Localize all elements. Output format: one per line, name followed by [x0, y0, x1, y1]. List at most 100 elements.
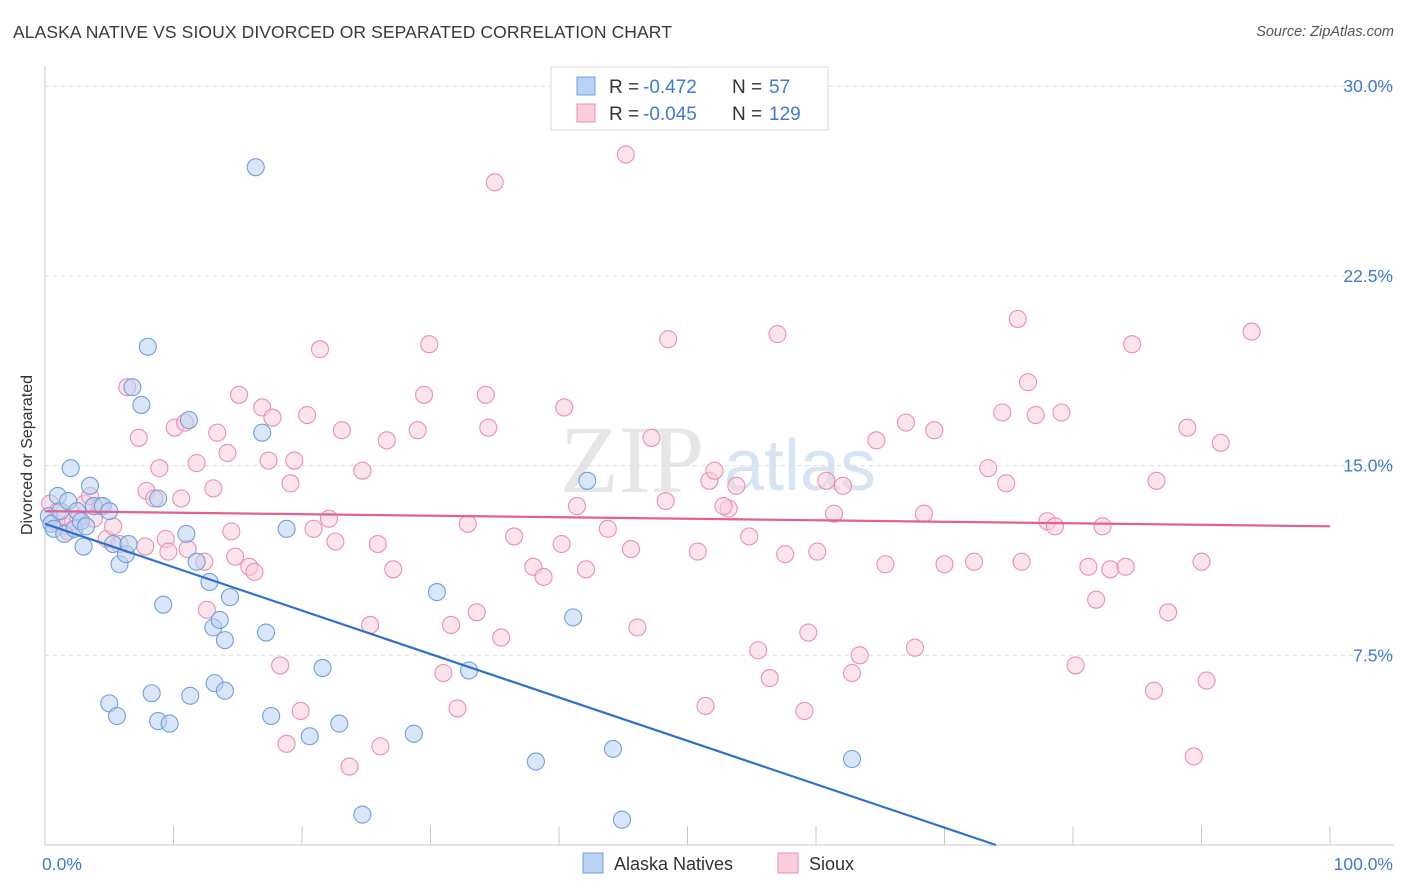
sioux-point [795, 701, 814, 721]
sioux-point [1192, 552, 1211, 571]
sioux-point [850, 646, 869, 665]
watermark: ZIP atlas [560, 406, 876, 513]
sioux-point [187, 454, 206, 473]
sioux-point [197, 600, 216, 619]
sioux-point [914, 504, 933, 523]
alaska-natives-point [149, 489, 168, 508]
sioux-point [377, 431, 396, 450]
alaska-natives-point [142, 684, 161, 703]
sioux-point [997, 474, 1016, 493]
sioux-point [808, 542, 827, 561]
sioux-point [621, 540, 641, 559]
trend-lines [44, 510, 1331, 847]
sioux-point [925, 421, 944, 440]
sioux-point [1093, 517, 1112, 536]
sioux-point [218, 443, 237, 463]
y-tick-label: 22.5% [1343, 266, 1393, 286]
sioux-point [1012, 552, 1031, 571]
sioux-point [353, 461, 372, 480]
alaska-natives-point [123, 378, 142, 397]
sioux-point [555, 398, 574, 417]
alaska-natives-point [179, 411, 198, 430]
y-tick-label: 15.0% [1343, 456, 1393, 476]
legend-swatch [576, 103, 596, 123]
sioux-point [993, 403, 1012, 422]
sioux-point [172, 489, 191, 508]
sioux-point [1045, 517, 1065, 536]
sioux-point [833, 476, 853, 495]
sioux-point [319, 509, 339, 528]
sioux-point [1159, 603, 1178, 622]
sioux-point [616, 145, 635, 164]
chart-title: ALASKA NATIVE VS SIOUX DIVORCED OR SEPAR… [13, 22, 673, 42]
sioux-point [867, 431, 886, 450]
sioux-point [384, 560, 403, 579]
sioux-point [368, 534, 387, 554]
sioux-point [458, 514, 477, 533]
sioux-point [1087, 590, 1106, 609]
sioux-point [628, 618, 647, 637]
alaska-natives-point [330, 714, 349, 733]
alaska-natives-point [215, 631, 234, 650]
series-legend-label: Sioux [809, 854, 854, 874]
sioux-point [467, 603, 486, 622]
sioux-point [896, 413, 916, 432]
sioux-point [1008, 309, 1027, 328]
legend-swatch [576, 76, 596, 96]
alaska-natives-point [612, 810, 632, 829]
alaska-natives-point [427, 583, 446, 602]
sioux-point [965, 552, 984, 571]
sioux-point [688, 542, 707, 561]
series-legend-label: Alaska Natives [614, 854, 733, 874]
series-legend-swatch [777, 852, 799, 874]
sioux-point [552, 534, 571, 554]
sioux-point [479, 418, 498, 437]
alaska-natives-point [246, 158, 265, 177]
sioux-point [567, 497, 587, 516]
sioux-point [1018, 373, 1038, 392]
sioux-point [576, 560, 596, 579]
alaska-natives-point [526, 752, 545, 771]
sioux-point [291, 701, 310, 721]
sioux-point [842, 663, 862, 683]
sioux-point [776, 545, 795, 564]
legend-frame [550, 66, 829, 131]
alaska-natives-point [564, 608, 583, 627]
sioux-point [326, 532, 345, 551]
alaska-natives-point [842, 749, 862, 769]
alaska-natives-point [107, 706, 127, 726]
sioux-point [229, 385, 249, 404]
sioux-point [277, 734, 296, 753]
sioux-point [749, 641, 768, 660]
sioux-point [1197, 671, 1216, 690]
sioux-point [136, 537, 155, 556]
legend-r-value: -0.045 [643, 104, 697, 125]
sioux-point [740, 527, 759, 546]
alaska-natives-point [160, 714, 179, 733]
sioux-point [504, 527, 524, 546]
sioux-point [824, 504, 844, 523]
sioux-point [434, 663, 453, 683]
alaska-natives-point [353, 805, 372, 824]
series-legend: Alaska Natives Sioux [582, 852, 854, 874]
sioux-point [642, 428, 661, 447]
sioux-trend-line [44, 510, 1331, 528]
y-tick-label: 30.0% [1343, 76, 1393, 96]
alaska-natives-point [300, 727, 319, 746]
sioux-point [905, 638, 924, 657]
sioux-point [598, 519, 617, 538]
sioux-point [222, 522, 241, 541]
sioux-point [534, 567, 553, 586]
sioux-point [298, 405, 317, 425]
sioux-point [1066, 656, 1085, 675]
sioux-point [485, 173, 504, 192]
sioux-point [1242, 322, 1261, 341]
alaska-natives-point [210, 610, 229, 629]
sioux-point [768, 325, 787, 344]
alaska-natives-point [262, 706, 281, 726]
legend-r-value: -0.472 [643, 77, 697, 98]
sioux-point [760, 669, 779, 688]
sioux-point [159, 542, 178, 561]
alaska-natives-point [77, 517, 96, 536]
